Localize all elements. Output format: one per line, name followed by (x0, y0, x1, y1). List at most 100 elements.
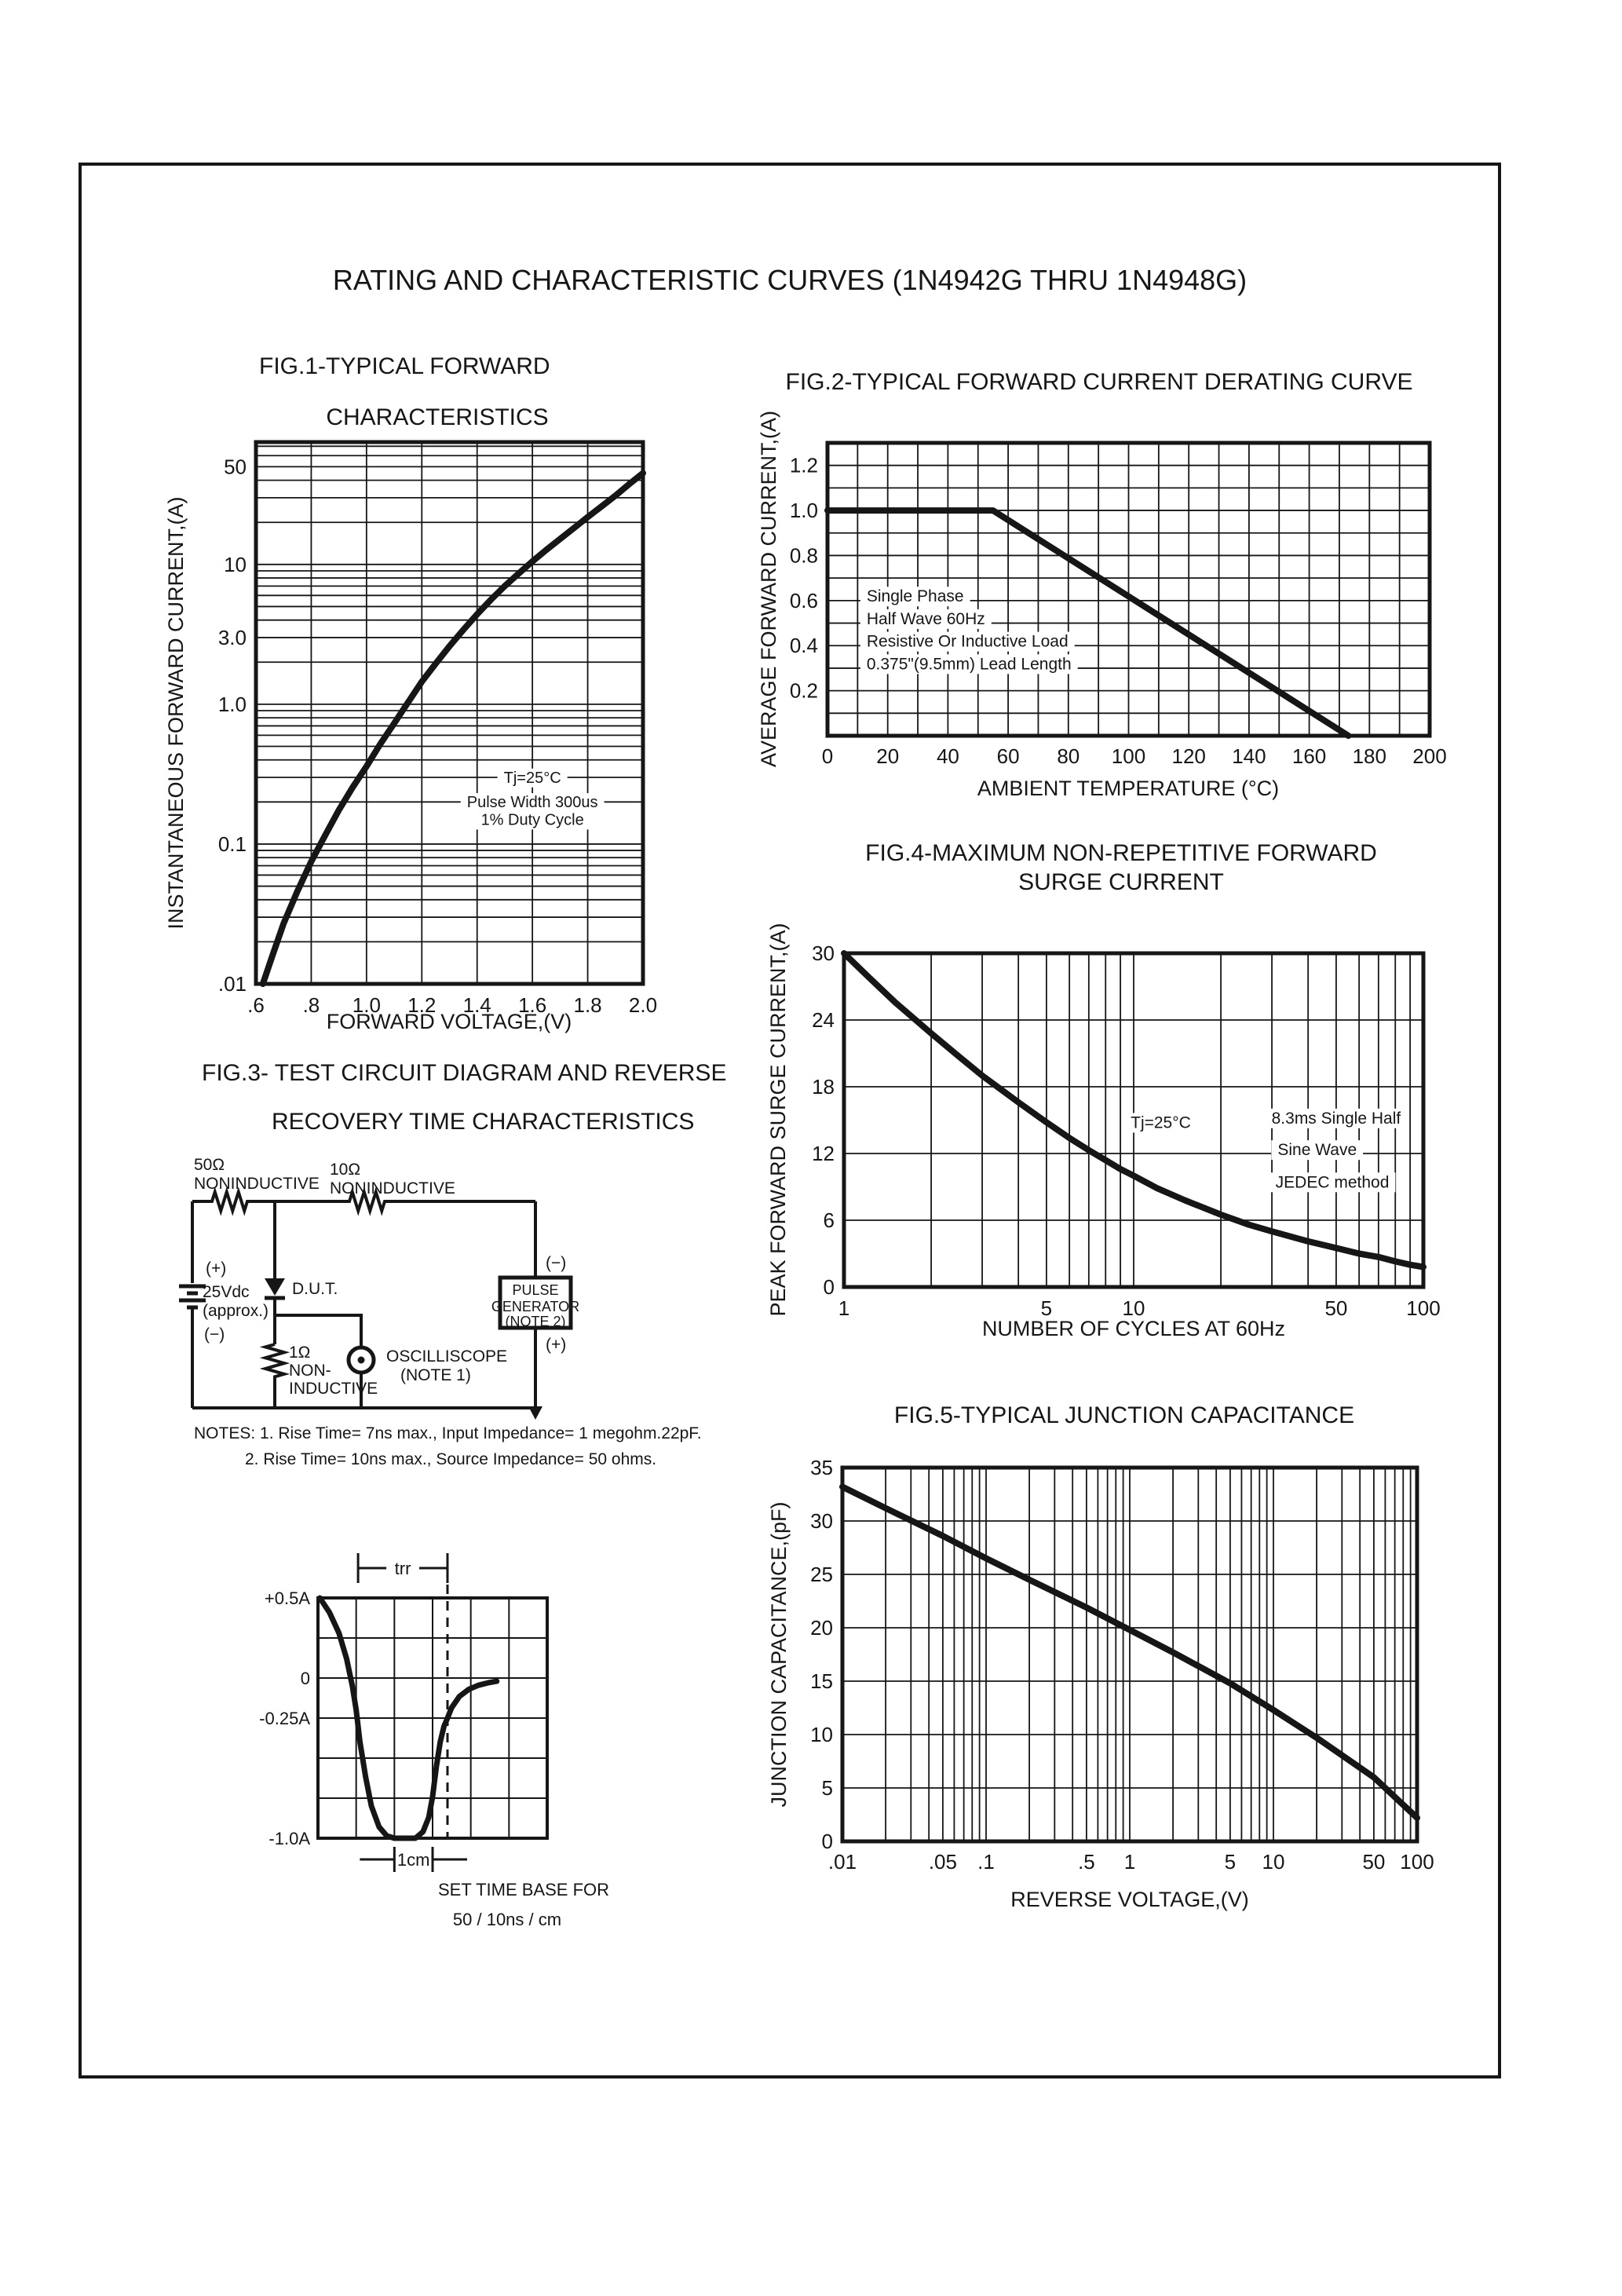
annotation-backdrop (1269, 1172, 1396, 1193)
svg-text:100: 100 (1400, 1850, 1434, 1874)
chart-annotation: JEDEC method (1276, 1173, 1390, 1191)
fig4-tick-labels: 1 5 10 50 100 30 24 18 12 6 0 (812, 941, 1441, 1320)
svg-text:35: 35 (810, 1456, 833, 1479)
fig4-y-axis-title: PEAK FORWARD SURGE CURRENT,(A) (766, 923, 790, 1316)
svg-text:0: 0 (822, 744, 833, 768)
generator-label-line1: PULSE (512, 1282, 558, 1298)
waveform-tick-labels: +0.5A 0 -0.25A -1.0A (259, 1589, 310, 1848)
chart-annotation: 0.375"(9.5mm) Lead Length (867, 655, 1072, 673)
svg-text:20: 20 (810, 1616, 833, 1640)
junction-capacitance-curve (839, 1483, 1420, 1822)
svg-text:15: 15 (810, 1669, 833, 1693)
battery-minus-label: (−) (204, 1325, 225, 1344)
diode-triangle (265, 1278, 285, 1296)
svg-text:50: 50 (1362, 1850, 1385, 1874)
svg-text:18: 18 (812, 1075, 835, 1099)
svg-text:1.0: 1.0 (790, 499, 818, 522)
svg-text:5: 5 (1041, 1296, 1052, 1320)
chart-annotation: Half Wave 60Hz (867, 610, 985, 628)
fig5-gridlines (842, 1468, 1417, 1841)
svg-text:30: 30 (810, 1509, 833, 1533)
chart-annotation: Pulse Width 300us (467, 794, 598, 811)
fig3-caption-line2: RECOVERY TIME CHARACTERISTICS (272, 1109, 695, 1135)
fig1-y-axis-title: INSTANTANEOUS FORWARD CURRENT,(A) (164, 496, 188, 929)
reverse-recovery-waveform: +0.5A 0 -0.25A -1.0A trr 1cm (259, 1553, 549, 1872)
annotation-backdrop (460, 793, 605, 813)
resistor-1ohm (259, 1343, 290, 1408)
svg-text:1.4: 1.4 (463, 993, 491, 1017)
battery-symbol (179, 1284, 206, 1310)
chart-annotation: Resistive Or Inductive Load (867, 633, 1069, 651)
svg-text:+0.5A: +0.5A (265, 1589, 310, 1608)
fig3-note-1: NOTES: 1. Rise Time= 7ns max., Input Imp… (194, 1424, 702, 1442)
trr-label: trr (395, 1559, 411, 1578)
page-border (79, 163, 1501, 2078)
svg-text:3.0: 3.0 (218, 626, 247, 649)
svg-text:-1.0A: -1.0A (269, 1829, 310, 1848)
battery-approx-label: (approx.) (203, 1302, 269, 1320)
svg-text:0: 0 (824, 1275, 835, 1299)
svg-text:0.2: 0.2 (790, 679, 818, 703)
svg-text:0.6: 0.6 (790, 589, 818, 612)
svg-text:.05: .05 (929, 1850, 957, 1874)
svg-text:5: 5 (822, 1776, 833, 1800)
fig1-caption-line2: CHARACTERISTICS (326, 404, 549, 430)
annotation-backdrop (1271, 1140, 1364, 1161)
fig5-plot-border (840, 1465, 1419, 1844)
resistor2-type: NONINDUCTIVE (330, 1179, 455, 1197)
svg-text:12: 12 (812, 1142, 835, 1165)
fig1-x-axis-title: FORWARD VOLTAGE,(V) (327, 1010, 572, 1033)
svg-text:6: 6 (824, 1208, 835, 1232)
svg-text:140: 140 (1232, 744, 1266, 768)
resistor1-value: 50Ω (194, 1156, 225, 1174)
svg-text:50: 50 (1324, 1296, 1347, 1320)
svg-text:0: 0 (822, 1830, 833, 1853)
svg-text:.8: .8 (303, 993, 320, 1017)
svg-text:1.2: 1.2 (790, 454, 818, 477)
svg-text:1: 1 (838, 1296, 849, 1320)
svg-text:20: 20 (876, 744, 899, 768)
svg-text:5: 5 (1225, 1850, 1236, 1874)
svg-text:40: 40 (937, 744, 959, 768)
circuit-wires (179, 1186, 573, 1409)
dut-label: D.U.T. (292, 1280, 338, 1298)
chart-annotation: 1% Duty Cycle (481, 811, 584, 828)
fig4-x-axis-title: NUMBER OF CYCLES AT 60Hz (982, 1317, 1285, 1340)
fig1-caption-line1: FIG.1-TYPICAL FORWARD (259, 353, 550, 379)
fig2-tick-labels: 0 20 40 60 80 100 120 140 160 180 200 1.2 1.0 0.8 0.6 0… (790, 454, 1447, 768)
fig2-gridlines (827, 443, 1430, 736)
svg-text:80: 80 (1057, 744, 1080, 768)
fig2-caption: FIG.2-TYPICAL FORWARD CURRENT DERATING C… (785, 369, 1413, 395)
resistor3-line2: INDUCTIVE (289, 1380, 378, 1398)
top-wire-with-resistors (192, 1186, 535, 1216)
annotation-backdrop (474, 810, 590, 830)
svg-text:-0.25A: -0.25A (259, 1709, 310, 1728)
annotation-backdrop (1124, 1113, 1197, 1133)
svg-text:1.0: 1.0 (353, 993, 381, 1017)
waveform-footer-line2: 50 / 10ns / cm (452, 1910, 562, 1929)
fig4-plot-border (842, 951, 1426, 1289)
fig1-gridlines (256, 442, 643, 984)
circuit-labels: 50Ω NONINDUCTIVE 10Ω NONINDUCTIVE (+) 25… (194, 1156, 579, 1398)
svg-text:.5: .5 (1078, 1850, 1095, 1874)
svg-text:0: 0 (301, 1669, 310, 1688)
resistor1-type: NONINDUCTIVE (194, 1175, 320, 1193)
svg-text:.01: .01 (828, 1850, 857, 1874)
one-cm-dimension (360, 1847, 467, 1872)
oscilloscope-note-label: (NOTE 1) (400, 1366, 471, 1384)
svg-text:0.4: 0.4 (790, 634, 818, 657)
battery-voltage-label: 25Vdc (203, 1283, 250, 1301)
annotation-backdrop (860, 631, 1075, 652)
fig5-caption: FIG.5-TYPICAL JUNCTION CAPACITANCE (893, 1402, 1355, 1428)
fig5-chart: .01.05.1.5 1 5 10 50 10035302520151050REVERSE… (767, 1456, 1434, 1911)
generator-label-line2: GENERATOR (491, 1299, 579, 1314)
fig3-caption-line1: FIG.3- TEST CIRCUIT DIAGRAM AND REVERSE (202, 1060, 727, 1086)
one-cm-label: 1cm (397, 1850, 430, 1870)
chart-annotation: Single Phase (867, 587, 964, 605)
generator-minus-label: (−) (546, 1254, 566, 1272)
fig2-plot-border (825, 441, 1432, 738)
